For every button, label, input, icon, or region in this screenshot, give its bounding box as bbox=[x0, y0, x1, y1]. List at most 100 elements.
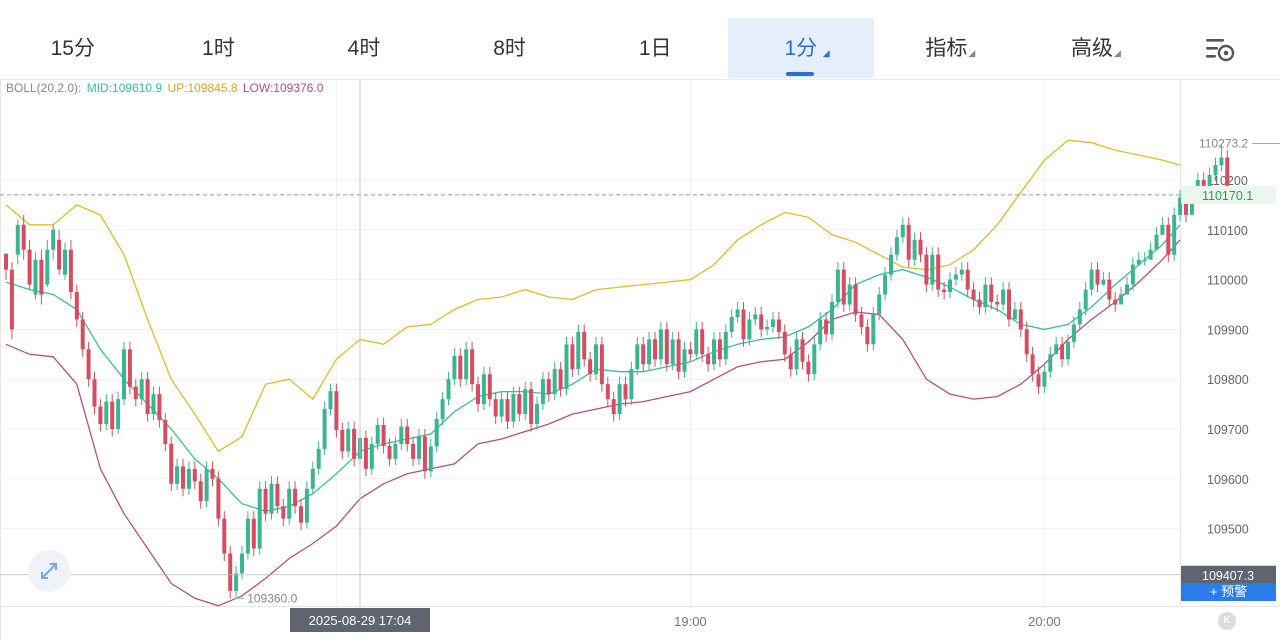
candle-body bbox=[470, 349, 475, 385]
candle bbox=[723, 324, 728, 366]
candle-body bbox=[1083, 289, 1088, 310]
candle bbox=[1048, 346, 1053, 378]
candle-body bbox=[175, 466, 180, 484]
candle-body bbox=[1207, 175, 1212, 193]
candle bbox=[139, 371, 144, 406]
candle bbox=[240, 546, 244, 580]
dropdown-triangle-icon: ◢ bbox=[822, 48, 830, 58]
candle bbox=[965, 262, 970, 298]
candle bbox=[1172, 207, 1177, 261]
candle-body bbox=[1001, 289, 1006, 305]
candle-body bbox=[889, 254, 893, 275]
candle bbox=[747, 311, 752, 346]
candle bbox=[51, 224, 56, 260]
candle-body bbox=[186, 468, 191, 489]
candle-body bbox=[122, 349, 126, 400]
candle bbox=[476, 376, 480, 412]
candle bbox=[1018, 302, 1023, 337]
chart-background bbox=[0, 78, 1280, 640]
boll-indicator-legend: BOLL(20,2.0): MID:109610.9 UP:109845.8 L… bbox=[6, 81, 325, 95]
crosshair-price-tag bbox=[1181, 565, 1276, 584]
tab-7[interactable]: 指标 ◢ bbox=[874, 18, 1020, 78]
candle bbox=[145, 371, 150, 422]
candle-body bbox=[706, 354, 711, 365]
candle bbox=[340, 422, 345, 459]
candle-body bbox=[86, 349, 91, 380]
candle bbox=[304, 481, 309, 529]
candle-body bbox=[1024, 329, 1029, 355]
candle bbox=[959, 262, 964, 281]
candle bbox=[712, 331, 716, 371]
add-alert-button[interactable]: + 预警 bbox=[1181, 583, 1276, 601]
candle-body bbox=[133, 386, 138, 400]
candle bbox=[1113, 292, 1118, 312]
candle-body bbox=[169, 443, 174, 484]
candle bbox=[98, 399, 103, 432]
tab-1[interactable]: 15分 bbox=[0, 18, 146, 78]
tab-6[interactable]: 1分 ◢ bbox=[728, 18, 874, 78]
candle bbox=[1077, 302, 1082, 331]
candle bbox=[883, 267, 888, 301]
candle bbox=[1101, 272, 1106, 286]
tab-5[interactable]: 1日 bbox=[582, 18, 728, 78]
candle-body bbox=[1012, 309, 1017, 320]
candle-body bbox=[104, 401, 109, 425]
candle bbox=[33, 252, 38, 300]
candle-body bbox=[275, 483, 280, 507]
candle bbox=[316, 441, 321, 475]
y-tick-label: 109700 bbox=[1207, 423, 1249, 437]
candle-body bbox=[476, 384, 480, 405]
candle-body bbox=[688, 349, 693, 355]
candle-body bbox=[216, 478, 221, 519]
candle-body bbox=[900, 224, 905, 238]
candle bbox=[729, 309, 734, 338]
candle-body bbox=[865, 326, 870, 345]
chart-settings-icon[interactable] bbox=[1204, 36, 1236, 64]
candle-body bbox=[428, 446, 433, 472]
candle bbox=[900, 217, 905, 244]
candle-body bbox=[605, 384, 610, 400]
candle bbox=[1012, 302, 1017, 320]
tab-label: 4时 bbox=[347, 37, 381, 60]
boll-name: BOLL(20,2.0): bbox=[6, 81, 82, 95]
tab-8[interactable]: 高级 ◢ bbox=[1019, 18, 1165, 78]
candle bbox=[788, 346, 793, 377]
candle-body bbox=[110, 401, 115, 429]
candle-body bbox=[517, 394, 522, 415]
tab-4[interactable]: 8时 bbox=[437, 18, 583, 78]
candle bbox=[1030, 346, 1035, 382]
candle-body bbox=[1219, 157, 1224, 166]
candle bbox=[381, 417, 386, 454]
candle bbox=[505, 391, 510, 429]
candle bbox=[269, 476, 274, 520]
candle-body bbox=[505, 399, 510, 422]
candle bbox=[664, 321, 669, 372]
candle bbox=[417, 429, 421, 465]
low-marker-label: 109360.0 bbox=[247, 591, 297, 605]
candle bbox=[877, 287, 882, 321]
candle bbox=[918, 232, 923, 263]
candle-body bbox=[641, 344, 646, 365]
candle-body bbox=[1042, 371, 1047, 387]
candle-body bbox=[942, 289, 947, 293]
candle-body bbox=[883, 274, 888, 295]
candle-body bbox=[1089, 269, 1094, 290]
candle bbox=[369, 436, 374, 475]
candle bbox=[865, 319, 870, 352]
tab-3[interactable]: 4时 bbox=[291, 18, 437, 78]
candle-body bbox=[1213, 165, 1218, 176]
boll-mid: MID:109610.9 bbox=[86, 81, 163, 95]
candlestick-chart[interactable]: 1102001101001100001099001098001097001096… bbox=[0, 78, 1280, 640]
tab-2[interactable]: 1时 bbox=[146, 18, 292, 78]
candle-body bbox=[346, 429, 351, 452]
candle bbox=[1136, 252, 1141, 266]
candle-body bbox=[995, 302, 1000, 305]
expand-arrows-icon[interactable] bbox=[28, 550, 70, 592]
candle-body bbox=[369, 443, 374, 469]
candle bbox=[546, 371, 551, 402]
candle-body bbox=[181, 466, 185, 489]
candle-body bbox=[1142, 259, 1147, 261]
candle-body bbox=[1107, 279, 1112, 300]
candle-body bbox=[1048, 354, 1053, 372]
candle-body bbox=[765, 326, 770, 330]
